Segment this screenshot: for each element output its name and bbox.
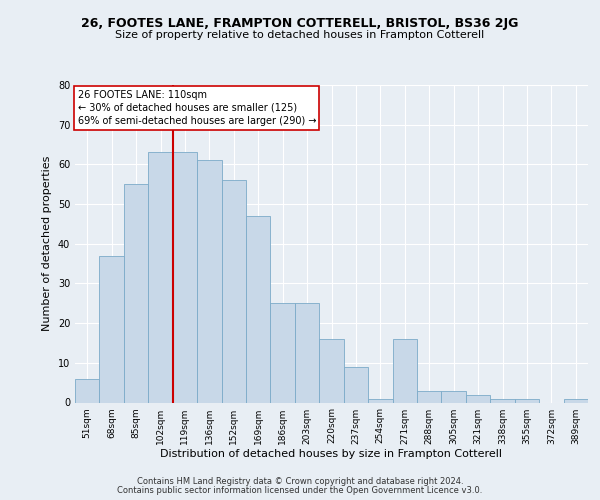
Bar (515, 398, 539, 402)
Bar (148, 152, 173, 402)
Bar (392, 339, 417, 402)
X-axis label: Distribution of detached houses by size in Frampton Cotterell: Distribution of detached houses by size … (161, 450, 503, 460)
Bar (75, 378, 100, 402)
Bar (563, 398, 588, 402)
Bar (344, 367, 368, 402)
Bar (442, 390, 466, 402)
Bar (271, 304, 295, 402)
Text: Size of property relative to detached houses in Frampton Cotterell: Size of property relative to detached ho… (115, 30, 485, 40)
Text: 26, FOOTES LANE, FRAMPTON COTTERELL, BRISTOL, BS36 2JG: 26, FOOTES LANE, FRAMPTON COTTERELL, BRI… (82, 18, 518, 30)
Bar (100, 256, 124, 402)
Bar (319, 339, 344, 402)
Bar (368, 398, 392, 402)
Bar (466, 394, 490, 402)
Bar (490, 398, 515, 402)
Y-axis label: Number of detached properties: Number of detached properties (42, 156, 52, 332)
Bar (197, 160, 221, 402)
Bar (221, 180, 246, 402)
Bar (246, 216, 271, 402)
Text: Contains public sector information licensed under the Open Government Licence v3: Contains public sector information licen… (118, 486, 482, 495)
Text: 26 FOOTES LANE: 110sqm
← 30% of detached houses are smaller (125)
69% of semi-de: 26 FOOTES LANE: 110sqm ← 30% of detached… (77, 90, 316, 126)
Bar (417, 390, 442, 402)
Bar (295, 304, 319, 402)
Bar (124, 184, 148, 402)
Text: Contains HM Land Registry data © Crown copyright and database right 2024.: Contains HM Land Registry data © Crown c… (137, 477, 463, 486)
Bar (173, 152, 197, 402)
